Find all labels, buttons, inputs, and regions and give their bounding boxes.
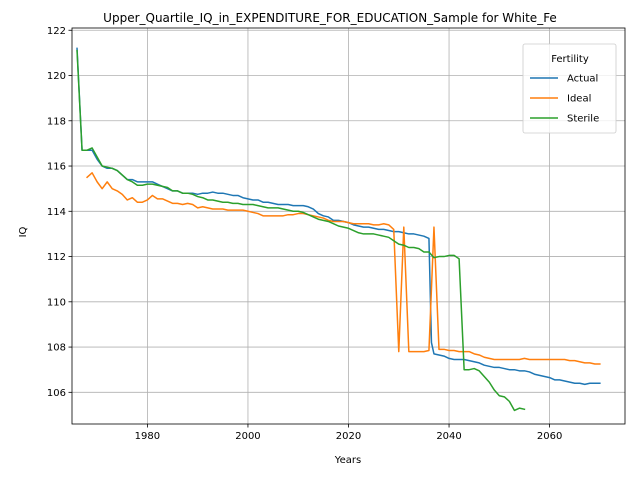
legend-label-ideal: Ideal bbox=[567, 94, 591, 105]
legend: Fertility Actual Ideal Sterile bbox=[522, 43, 617, 134]
series-line-ideal bbox=[86, 172, 601, 365]
legend-title: Fertility bbox=[551, 54, 589, 65]
y-axis-label: IQ bbox=[18, 226, 29, 237]
x-axis-label: Years bbox=[334, 455, 361, 466]
x-tick-label: 2020 bbox=[336, 431, 361, 442]
x-tick-label: 2040 bbox=[436, 431, 461, 442]
y-tick-label: 116 bbox=[47, 162, 66, 173]
y-tick-label: 106 bbox=[47, 388, 66, 399]
legend-box bbox=[522, 43, 617, 134]
series-line-sterile bbox=[76, 49, 526, 412]
y-tick-label: 112 bbox=[47, 252, 66, 263]
y-tick-label: 108 bbox=[47, 343, 66, 354]
x-tick-label: 2060 bbox=[537, 431, 562, 442]
y-tick-label: 122 bbox=[47, 26, 66, 37]
x-tick-label: 2000 bbox=[235, 431, 260, 442]
axis-ticks: 1980 2000 2020 2040 2060 106 108 110 112 114 116 11… bbox=[47, 26, 562, 442]
y-tick-label: 114 bbox=[47, 207, 66, 218]
chart-title: Upper_Quartile_IQ_in_EXPENDITURE_FOR_EDU… bbox=[103, 11, 557, 25]
grid bbox=[72, 28, 625, 424]
y-tick-label: 120 bbox=[47, 71, 66, 82]
legend-label-sterile: Sterile bbox=[567, 114, 599, 125]
y-tick-label: 118 bbox=[47, 116, 66, 127]
plot-series bbox=[76, 47, 601, 412]
y-tick-label: 110 bbox=[47, 297, 66, 308]
x-tick-label: 1980 bbox=[135, 431, 160, 442]
legend-label-actual: Actual bbox=[567, 74, 598, 85]
